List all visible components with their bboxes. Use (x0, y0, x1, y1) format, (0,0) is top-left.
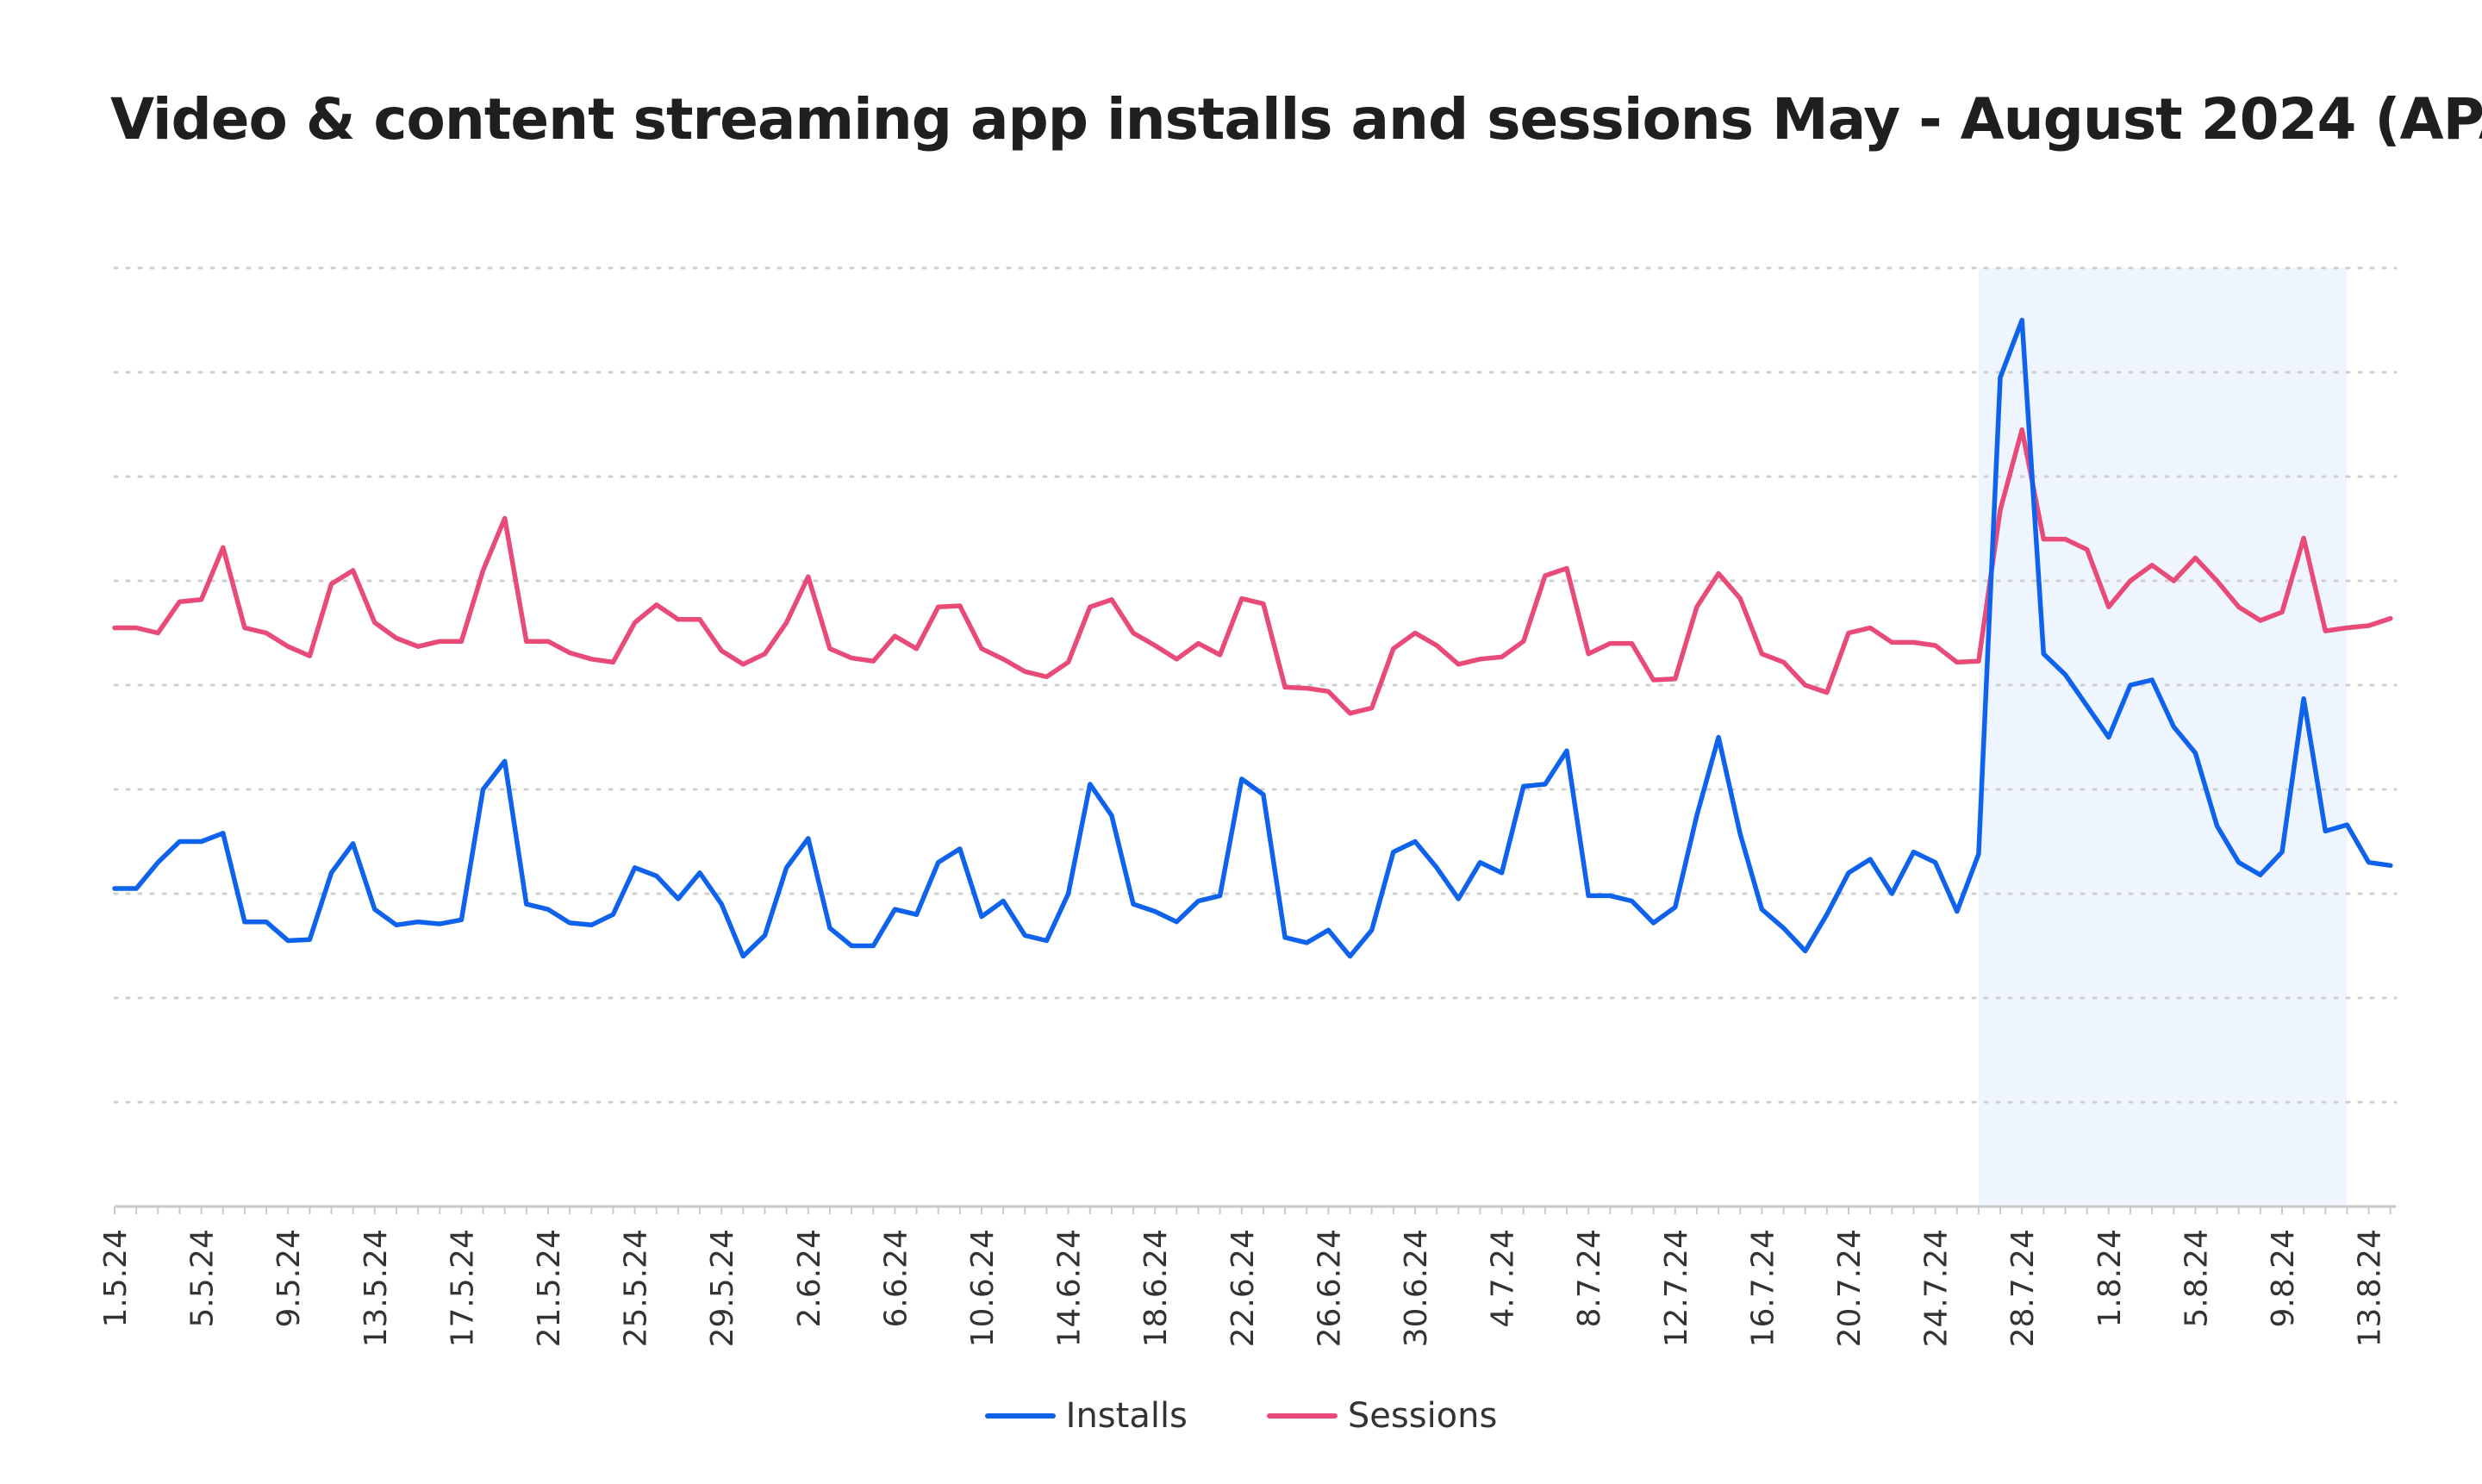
legend-swatch (1266, 1413, 1338, 1419)
x-tick-label: 20.7.24 (1832, 1229, 1868, 1347)
x-axis-ticks (114, 1207, 2392, 1214)
x-tick-label: 16.7.24 (1745, 1229, 1780, 1347)
x-tick-label: 9.5.24 (271, 1229, 307, 1328)
series-lines (112, 317, 2393, 959)
x-tick-label: 24.7.24 (1919, 1229, 1955, 1347)
x-tick-label: 4.7.24 (1486, 1229, 1521, 1328)
x-tick-label: 29.5.24 (705, 1229, 740, 1347)
legend-swatch (984, 1413, 1056, 1419)
legend-label: Installs (1065, 1396, 1188, 1436)
x-tick-label: 12.7.24 (1659, 1229, 1694, 1347)
x-tick-label: 13.8.24 (2353, 1229, 2388, 1347)
chart-title: Video & content streaming app installs a… (110, 86, 2482, 153)
x-tick-label: 30.6.24 (1399, 1229, 1434, 1347)
x-tick-label: 17.5.24 (445, 1229, 480, 1347)
x-tick-label: 21.5.24 (532, 1229, 567, 1347)
legend-item-sessions: Sessions (1266, 1396, 1498, 1436)
x-tick-label: 14.6.24 (1052, 1229, 1088, 1347)
series-line-installs (112, 317, 2393, 959)
highlight-region (1978, 268, 2348, 1207)
x-tick-label: 8.7.24 (1572, 1229, 1607, 1328)
x-tick-label: 13.5.24 (359, 1229, 394, 1347)
x-tick-label: 26.6.24 (1312, 1229, 1347, 1347)
x-tick-label: 6.6.24 (878, 1229, 914, 1328)
x-tick-label: 22.6.24 (1225, 1229, 1261, 1347)
x-tick-label: 9.8.24 (2266, 1229, 2301, 1328)
x-tick-label: 18.6.24 (1138, 1229, 1174, 1347)
x-tick-label: 10.6.24 (965, 1229, 1001, 1347)
x-axis-labels: 1.5.24 5.5.24 9.5.24 13.5.24 17.5.24 21.5.24 2… (98, 1229, 2388, 1347)
legend-item-installs: Installs (984, 1396, 1188, 1436)
series-line-sessions (112, 427, 2393, 716)
x-tick-label: 5.8.24 (2179, 1229, 2214, 1328)
x-tick-label: 28.7.24 (2005, 1229, 2041, 1347)
highlight-band (1978, 268, 2348, 1207)
x-tick-label: 1.5.24 (98, 1229, 134, 1328)
x-tick-label: 5.5.24 (185, 1229, 221, 1328)
x-tick-label: 25.5.24 (619, 1229, 654, 1347)
x-tick-label: 2.6.24 (792, 1229, 827, 1328)
legend-label: Sessions (1347, 1396, 1498, 1436)
legend: Installs Sessions (0, 1396, 2482, 1436)
x-tick-label: 1.8.24 (2092, 1229, 2128, 1328)
